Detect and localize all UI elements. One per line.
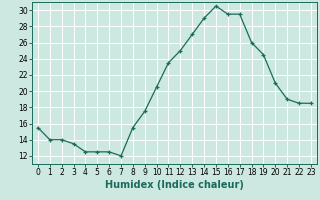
X-axis label: Humidex (Indice chaleur): Humidex (Indice chaleur) bbox=[105, 180, 244, 190]
